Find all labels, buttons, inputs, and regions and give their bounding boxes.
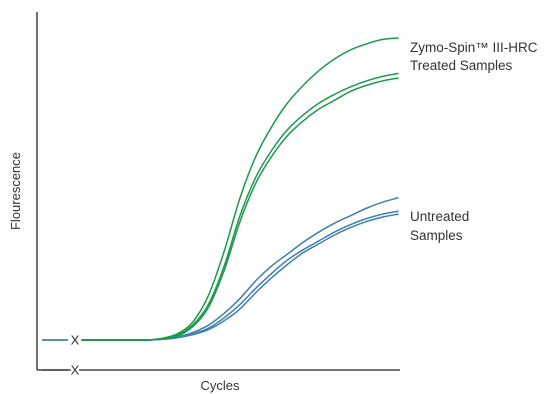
x-axis-title: Cycles (200, 378, 240, 393)
baseline-marks: X X (42, 333, 82, 380)
untreated-curve-3 (81, 213, 399, 341)
baseline-x-marker: X (71, 333, 80, 348)
treated-label-line-2: Treated Samples (410, 58, 513, 73)
annotations: Zymo-Spin™ III-HRC Treated Samples Untre… (410, 40, 541, 243)
treated-curve-2 (81, 72, 399, 341)
treated-curve-3 (81, 77, 399, 341)
treated-samples-label: Zymo-Spin™ III-HRC Treated Samples (410, 40, 541, 73)
axis-x-marker: X (71, 363, 80, 378)
untreated-curve-1 (81, 197, 399, 341)
untreated-label-line-2: Samples (410, 228, 463, 243)
series-layer (81, 37, 399, 341)
axes (36, 12, 400, 371)
untreated-samples-label: Untreated Samples (410, 209, 473, 243)
y-axis-title: Flourescence (8, 152, 23, 230)
treated-curve-1 (81, 37, 399, 341)
treated-label-line-1: Zymo-Spin™ III-HRC (410, 40, 538, 55)
untreated-label-line-1: Untreated (410, 209, 469, 224)
untreated-curve-2 (81, 210, 399, 341)
